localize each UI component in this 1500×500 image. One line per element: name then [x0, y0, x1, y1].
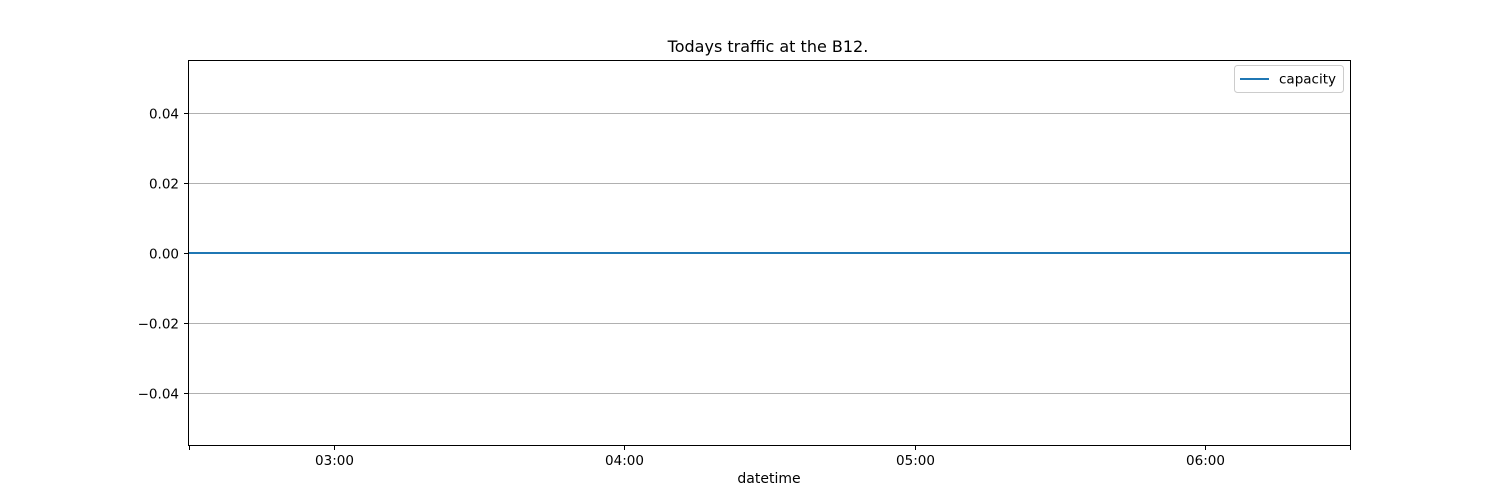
x-tick-label: 05:00 [896, 453, 935, 469]
y-axis: 0.04 0.02 0.00 −0.02 −0.04 [138, 107, 189, 403]
x-tick-label: 03:00 [315, 453, 354, 469]
y-tick-label: −0.02 [138, 317, 179, 333]
chart-title: Todays traffic at the B12. [667, 37, 869, 56]
y-tick-label: 0.04 [149, 107, 179, 123]
y-tick-label: −0.04 [138, 387, 179, 403]
x-tick-label: 06:00 [1186, 453, 1225, 469]
legend: capacity [1234, 65, 1344, 93]
y-tick-label: 0.00 [149, 247, 179, 263]
x-axis: 03:00 04:00 05:00 06:00 [189, 445, 1351, 469]
legend-box [1234, 65, 1344, 93]
x-tick-label: 04:00 [605, 453, 644, 469]
y-tick-label: 0.02 [149, 177, 179, 193]
legend-label-capacity: capacity [1279, 72, 1336, 88]
x-axis-label: datetime [737, 471, 800, 487]
